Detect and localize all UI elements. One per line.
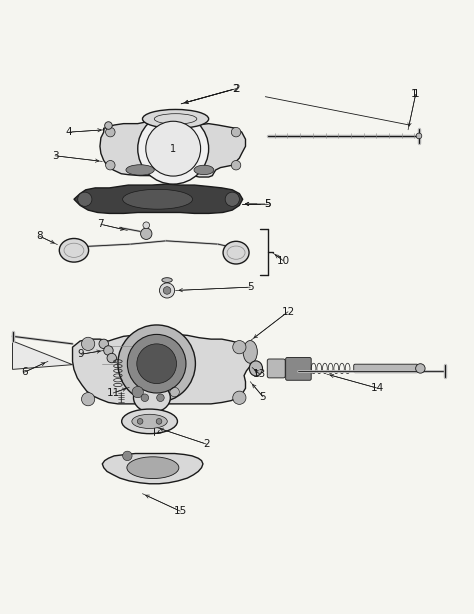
Circle shape [78,192,92,206]
Text: 2: 2 [203,439,210,449]
Circle shape [123,451,132,460]
Ellipse shape [162,278,172,282]
Text: 8: 8 [36,231,43,241]
Circle shape [106,128,115,137]
Text: 15: 15 [173,506,187,516]
Ellipse shape [132,414,167,429]
Ellipse shape [126,165,155,175]
Circle shape [231,160,241,170]
Circle shape [138,113,209,184]
Circle shape [141,394,149,402]
Polygon shape [12,341,73,370]
Ellipse shape [223,241,249,264]
Circle shape [143,222,150,228]
Text: 5: 5 [264,199,271,209]
Text: 2: 2 [233,84,239,94]
Text: 12: 12 [282,307,295,317]
Circle shape [231,128,241,137]
Text: 5: 5 [264,199,271,209]
Text: 2: 2 [234,84,240,94]
Circle shape [156,419,162,424]
Text: 3: 3 [52,151,58,161]
Circle shape [137,419,143,424]
Ellipse shape [194,165,214,174]
Text: 10: 10 [277,255,290,266]
Circle shape [163,287,171,294]
Ellipse shape [59,238,89,262]
Polygon shape [73,335,251,404]
Circle shape [416,363,425,373]
Ellipse shape [123,189,192,209]
FancyBboxPatch shape [267,359,285,378]
Text: 11: 11 [107,388,120,398]
Text: 5: 5 [260,392,266,402]
Text: 1: 1 [170,144,176,154]
Circle shape [104,346,113,356]
FancyBboxPatch shape [286,357,311,380]
Text: 9: 9 [78,349,84,359]
Circle shape [99,339,109,349]
Text: 13: 13 [253,369,266,379]
Circle shape [416,133,422,139]
Circle shape [146,121,201,176]
Text: 1: 1 [412,89,419,99]
Ellipse shape [127,457,179,478]
Polygon shape [102,454,203,484]
Circle shape [106,160,115,170]
Text: 14: 14 [371,383,384,394]
Circle shape [225,192,239,206]
Text: 4: 4 [66,127,73,137]
Circle shape [82,337,95,351]
Circle shape [137,344,176,384]
FancyBboxPatch shape [354,364,418,373]
Ellipse shape [243,341,257,363]
Circle shape [141,228,152,239]
Circle shape [156,394,164,402]
Circle shape [132,386,144,398]
Ellipse shape [143,109,209,128]
Circle shape [82,392,95,406]
Circle shape [107,353,117,363]
Circle shape [159,283,174,298]
Text: 5: 5 [247,282,254,292]
Circle shape [128,335,186,393]
Circle shape [118,325,195,402]
Text: 6: 6 [21,367,27,377]
Ellipse shape [249,361,263,376]
Polygon shape [100,120,246,177]
Text: 1: 1 [411,89,418,99]
Circle shape [233,391,246,405]
Polygon shape [74,184,243,214]
Text: 7: 7 [98,219,104,229]
Ellipse shape [122,409,177,433]
Circle shape [233,341,246,354]
Circle shape [105,122,112,130]
Ellipse shape [134,383,170,413]
